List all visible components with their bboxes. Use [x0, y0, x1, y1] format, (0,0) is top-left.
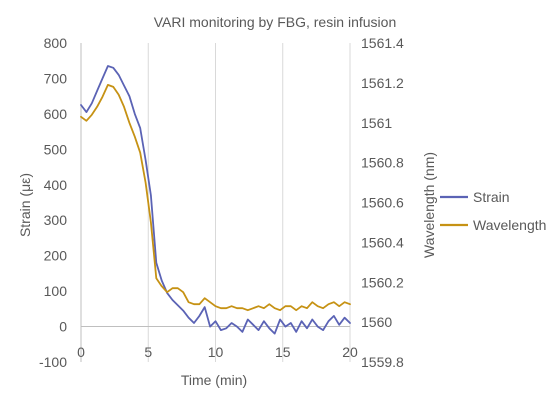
y2-tick-label: 1560.4: [361, 234, 404, 250]
y-tick-label: 300: [44, 212, 68, 228]
x-tick-label: 20: [342, 344, 358, 360]
x-tick-label: 0: [77, 344, 85, 360]
y2-tick-label: 1561.2: [361, 75, 404, 91]
x-tick-label: 15: [275, 344, 291, 360]
legend-label-wavelength: Wavelength: [473, 217, 546, 233]
y-tick-label: -100: [39, 354, 67, 370]
chart-title: VARI monitoring by FBG, resin infusion: [154, 14, 397, 30]
series-line-strain: [80, 65, 351, 335]
series-layer: [80, 65, 351, 335]
y-tick-label: 500: [44, 141, 68, 157]
y-tick-label: 200: [44, 248, 68, 264]
legend: Strain Wavelength: [440, 189, 546, 233]
y2-tick-label: 1559.8: [361, 354, 404, 370]
y2-tick-label: 1560.8: [361, 155, 404, 171]
y2-tick-label: 1560: [361, 314, 392, 330]
x-axis-label: Time (min): [181, 372, 247, 388]
series-line-wavelength: [80, 84, 351, 312]
y-tick-label: 600: [44, 106, 68, 122]
x-tick-label: 5: [144, 344, 152, 360]
y-tick-label: 0: [59, 319, 67, 335]
x-tick-label: 10: [208, 344, 224, 360]
y-tick-label: 400: [44, 177, 68, 193]
legend-label-strain: Strain: [473, 189, 510, 205]
y-tick-label: 100: [44, 283, 68, 299]
tick-layer: 0 5 10 15 20 -100 0 100 200 300 400 500 600 700 800 155…: [39, 35, 404, 370]
y2-tick-label: 1561.4: [361, 35, 404, 51]
y2-axis-label: Wavelength (nm): [421, 152, 437, 258]
y-tick-label: 700: [44, 70, 68, 86]
y2-tick-label: 1560.6: [361, 195, 404, 211]
y2-tick-label: 1561: [361, 115, 392, 131]
y2-tick-label: 1560.2: [361, 274, 404, 290]
y-tick-label: 800: [44, 35, 68, 51]
grid-layer: [147, 43, 351, 362]
y-axis-label: Strain (με): [17, 173, 33, 237]
